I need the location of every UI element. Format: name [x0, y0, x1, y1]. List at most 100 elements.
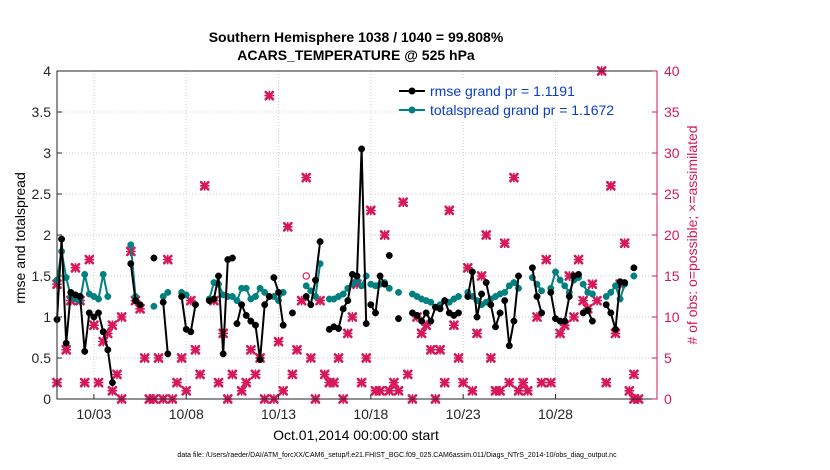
right-tick-label: 25 [664, 186, 680, 202]
rmse-line-segment [503, 275, 520, 347]
rmse-point [307, 301, 315, 309]
y-axis-left-label: rmse and totalspread [12, 172, 28, 304]
totalspread-point [510, 279, 518, 287]
rmse-point [358, 145, 366, 153]
obs-assimilated-marker [176, 353, 187, 363]
totalspread-point [395, 288, 402, 296]
rmse-point [265, 293, 273, 300]
rmse-point [344, 297, 352, 305]
obs-assimilated-marker [393, 385, 404, 396]
rmse-point [385, 252, 393, 259]
rmse-point [413, 311, 421, 319]
rmse-point [468, 268, 476, 276]
obs-assimilated-marker [245, 344, 256, 355]
totalspread-point [150, 302, 158, 310]
totalspread-point [556, 276, 564, 284]
right-tick-label: 20 [664, 227, 680, 243]
left-tick-label: 4 [43, 63, 51, 79]
rmse-point [215, 272, 222, 280]
rmse-point [588, 317, 596, 325]
totalspread-point [358, 282, 366, 290]
totalspread-point [602, 293, 610, 300]
obs-assimilated-marker [573, 254, 584, 265]
obs-assimilated-marker [84, 254, 95, 265]
rmse-point [339, 305, 347, 313]
rmse-point [242, 311, 250, 319]
obs-assimilated-marker [107, 320, 118, 331]
obs-assimilated-marker [305, 353, 316, 363]
rmse-point [427, 317, 435, 325]
obs-assimilated-marker [70, 262, 81, 273]
rmse-line-segment [305, 241, 322, 306]
rmse-point [302, 293, 310, 300]
rmse-point [487, 301, 495, 309]
obs-assimilated-marker [88, 320, 99, 331]
legend-rmse-marker [408, 87, 416, 95]
rmse-point [159, 298, 167, 306]
right-tick-label: 0 [664, 391, 672, 407]
rmse-point [362, 320, 370, 328]
obs-assimilated-marker [587, 279, 598, 290]
obs-assimilated-marker [93, 377, 104, 388]
totalspread-point [501, 288, 509, 296]
rmse-point [132, 297, 139, 305]
obs-assimilated-marker [342, 328, 353, 339]
totalspread-point [302, 282, 310, 290]
rmse-point [492, 323, 499, 331]
obs-assimilated-marker [435, 344, 446, 355]
rmse-point [279, 321, 287, 329]
rmse-point [528, 264, 536, 272]
obs-assimilated-marker [116, 312, 127, 322]
obs-assimilated-marker [513, 385, 524, 396]
rmse-point [76, 293, 84, 300]
rmse-point [136, 301, 144, 309]
right-tick-label: 10 [664, 309, 680, 325]
rmse-point [621, 279, 629, 287]
rmse-point [178, 293, 186, 300]
rmse-point [335, 325, 342, 332]
series-lines [53, 145, 638, 387]
rmse-point [607, 309, 615, 317]
totalspread-point [127, 241, 135, 249]
totalspread-point [242, 284, 250, 292]
obs-assimilated-marker [365, 205, 376, 216]
obs-assimilated-marker [356, 377, 367, 388]
x-tick-label: 10/18 [353, 406, 388, 422]
obs-assimilated-marker [592, 295, 602, 306]
totalspread-point [579, 280, 587, 288]
rmse-point [62, 339, 70, 347]
rmse-point [533, 293, 541, 300]
obs-assimilated-marker [398, 197, 409, 208]
rmse-point [247, 317, 255, 325]
rmse-point [478, 290, 486, 298]
left-axis-ticks: 0 0.5 1 1.5 2 2.5 3 3.5 4 [32, 63, 62, 407]
obs-assimilated-marker [536, 377, 547, 388]
obs-assimilated-marker [458, 377, 469, 388]
obs-assimilated-marker [448, 320, 459, 331]
chart-title-line1: Southern Hemisphere 1038 / 1040 = 99.808… [209, 29, 504, 45]
x-axis-ticks: 10/03 10/08 10/13 10/18 10/23 10/28 [76, 394, 573, 422]
obs-assimilated-marker [425, 344, 436, 355]
obs-assimilated-marker [241, 377, 252, 388]
obs-assimilated-marker [624, 385, 635, 396]
obs-assimilated-marker [402, 369, 413, 380]
right-tick-label: 5 [664, 350, 672, 366]
obs-assimilated-marker [384, 385, 395, 396]
obs-assimilated-marker [619, 238, 630, 249]
obs-assimilated-marker [504, 377, 515, 388]
x-tick-label: 10/03 [76, 406, 111, 422]
obs-assimilated-marker [605, 180, 616, 191]
obs-assimilated-marker [264, 90, 275, 101]
obs-assimilated-marker [379, 230, 390, 240]
obs-markers [52, 66, 644, 404]
left-tick-label: 1.5 [32, 268, 52, 284]
rmse-point [630, 264, 638, 272]
rmse-point [104, 346, 112, 354]
rmse-point [501, 297, 509, 305]
obs-assimilated-marker [578, 295, 589, 306]
rmse-point [561, 317, 569, 325]
obs-assimilated-marker [273, 336, 284, 347]
right-tick-label: 40 [664, 63, 680, 79]
rmse-point [515, 272, 522, 280]
